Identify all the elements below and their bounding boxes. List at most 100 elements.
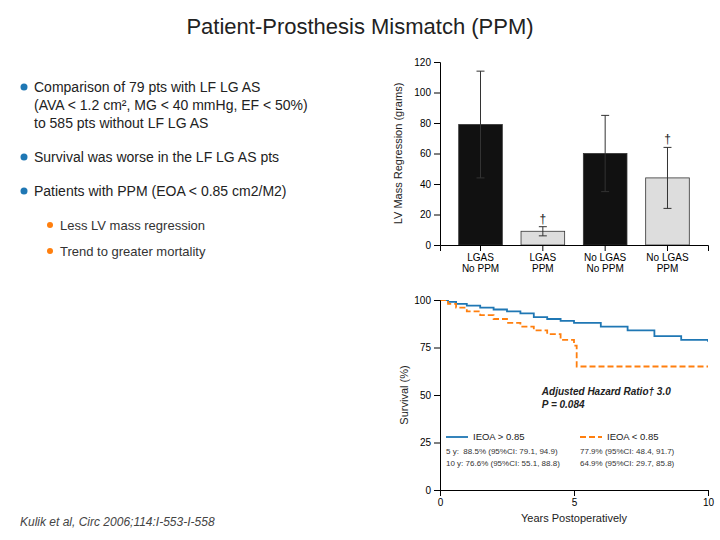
- bullet: [21, 188, 28, 195]
- tick-label: 5: [572, 497, 578, 508]
- tick-label-line: No LGAS: [646, 252, 689, 263]
- tick: 100: [414, 87, 440, 98]
- note: Trend to greater mortality: [60, 244, 206, 259]
- plot-area: [440, 300, 708, 367]
- series-note: 77.9% (95%CI: 48.4, 91.7): [580, 447, 675, 456]
- bullet: [21, 154, 28, 161]
- axis-line: [441, 491, 709, 497]
- title: Patient-Prosthesis Mismatch (PPM): [186, 14, 533, 39]
- error-bar: [477, 71, 485, 178]
- bar-chart: 020406080100120LGASNo PPMLGASPPMNo LGASN…: [392, 57, 709, 274]
- tick: 60: [420, 148, 440, 159]
- axis-title: Survival (%): [398, 365, 410, 424]
- tick-label: No LGASNo PPM: [584, 252, 627, 274]
- survival-line: [440, 300, 708, 342]
- tick-label-line: No PPM: [587, 263, 624, 274]
- survival-chart: 0 25 50 75 100 0 5 10 Years Postoperatively Survi…: [398, 295, 714, 524]
- tick-mark: [434, 154, 440, 155]
- axis-line: [434, 63, 441, 246]
- legend-label: IEOA > 0.85: [473, 431, 525, 442]
- tick-mark: [440, 490, 441, 496]
- tick-mark: [667, 245, 668, 251]
- tick: 80: [420, 118, 440, 129]
- tick: 5: [572, 490, 578, 508]
- tick-label: 80: [420, 118, 432, 129]
- bullet: [47, 222, 53, 228]
- tick-mark: [434, 62, 440, 63]
- tick: LGASNo PPM: [462, 245, 499, 274]
- tick-mark: [708, 490, 709, 496]
- note-line: Survival was worse in the LF LG AS pts: [34, 149, 279, 165]
- tick-mark: [434, 245, 440, 246]
- note-line: to 585 pts without LF LG AS: [34, 115, 208, 131]
- tick-label-line: No PPM: [462, 263, 499, 274]
- axis-title: Years Postoperatively: [521, 512, 627, 524]
- tick-label: 75: [420, 342, 432, 353]
- tick-label: 50: [420, 390, 432, 401]
- note-line: Comparison of 79 pts with LF LG AS: [34, 79, 260, 95]
- survival-line: [440, 300, 708, 367]
- bullet: [47, 248, 53, 254]
- tick-label: 10: [703, 497, 715, 508]
- axis-title: LV Mass Regression (grams): [392, 83, 404, 225]
- axis: 0 5 10: [438, 490, 715, 508]
- tick-label: LGASPPM: [529, 252, 556, 274]
- tick-label: 0: [425, 240, 431, 251]
- axis: LGASNo PPMLGASPPMNo LGASNo PPMNo LGASPPM: [441, 245, 709, 274]
- tick: 10: [703, 490, 715, 508]
- tick-label: 100: [414, 87, 431, 98]
- error-bar: [539, 227, 547, 236]
- tick: 20: [420, 209, 440, 220]
- annotation: Adjusted Hazard Ratio† 3.0: [541, 386, 671, 397]
- tick-mark: [542, 245, 543, 251]
- tick: No LGASNo PPM: [584, 245, 627, 274]
- tick: 25: [420, 437, 440, 448]
- tick-mark: [574, 490, 575, 496]
- legend-label: IEOA < 0.85: [607, 431, 659, 442]
- note: Survival was worse in the LF LG AS pts: [34, 149, 279, 165]
- series-note: 5 y: 88.5% (95%CI: 79.1, 94.9): [446, 447, 558, 456]
- plot-area: [459, 71, 690, 245]
- tick: 0: [425, 240, 440, 251]
- tick-label: 25: [420, 437, 432, 448]
- tick: No LGASPPM: [646, 245, 689, 274]
- note: Patients with PPM (EOA < 0.85 cm2/M2): [34, 183, 287, 199]
- annotation: †: [664, 132, 671, 146]
- bullet: [21, 84, 28, 91]
- axis: 0 25 50 75 100: [414, 295, 440, 496]
- tick-label-line: LGAS: [467, 252, 494, 263]
- series-note: 64.9% (95%CI: 29.7, 85.8): [580, 459, 675, 468]
- tick: 75: [420, 342, 440, 353]
- annotation: †: [539, 212, 546, 226]
- note: Less LV mass regression: [60, 218, 205, 233]
- tick-label-line: LGAS: [529, 252, 556, 263]
- tick-mark: [434, 443, 440, 444]
- error-bar: [601, 115, 609, 191]
- tick-label: 0: [438, 497, 444, 508]
- legend: IEOA > 0.85 5 y: 88.5% (95%CI: 79.1, 94.9…: [446, 431, 675, 468]
- page: Patient-Prosthesis Mismatch (PPM) Compari…: [0, 0, 720, 540]
- tick-mark: [434, 215, 440, 216]
- tick: 0: [425, 485, 440, 496]
- tick: LGASPPM: [529, 245, 556, 274]
- tick-label-line: PPM: [532, 263, 554, 274]
- axis-line: [434, 301, 441, 491]
- error-bar: [663, 147, 671, 208]
- tick-label: 20: [420, 209, 432, 220]
- note-line: (AVA < 1.2 cm², MG < 40 mmHg, EF < 50%): [34, 97, 308, 113]
- tick-mark: [434, 300, 440, 301]
- tick: 50: [420, 390, 440, 401]
- tick-label-line: PPM: [657, 263, 679, 274]
- tick: 40: [420, 179, 440, 190]
- legend-swatch: [446, 436, 468, 438]
- tick-label: 100: [414, 295, 431, 306]
- axis-line: [441, 246, 709, 252]
- tick-mark: [480, 245, 481, 251]
- tick-label: 0: [425, 485, 431, 496]
- tick-label: No LGASPPM: [646, 252, 689, 274]
- note-line: Patients with PPM (EOA < 0.85 cm2/M2): [34, 183, 287, 199]
- tick-mark: [434, 93, 440, 94]
- tick-mark: [434, 184, 440, 185]
- tick: 0: [438, 490, 444, 508]
- annotation: P = 0.084: [542, 399, 585, 410]
